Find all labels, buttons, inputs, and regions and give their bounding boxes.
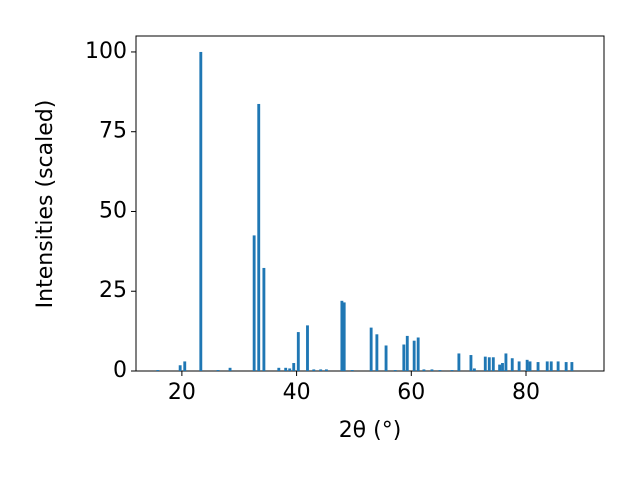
bar	[556, 361, 560, 371]
y-tick-label: 100	[85, 39, 127, 64]
x-axis-label: 2θ (°)	[339, 418, 402, 443]
bar	[284, 367, 288, 371]
axes-frame	[135, 35, 605, 372]
bar	[472, 368, 476, 371]
x-tick-label: 40	[283, 380, 311, 405]
bar	[296, 332, 300, 371]
bar	[438, 370, 442, 371]
bar	[262, 267, 266, 371]
bar	[199, 51, 203, 371]
bar	[216, 370, 220, 371]
bar	[501, 363, 504, 371]
bar	[183, 361, 187, 371]
bar	[450, 370, 454, 371]
bar	[375, 334, 379, 371]
y-tick-label: 50	[99, 198, 127, 223]
bar	[498, 364, 502, 371]
bar	[564, 362, 568, 371]
bar	[405, 335, 409, 371]
bar	[536, 362, 540, 371]
bar	[504, 353, 508, 371]
bar	[324, 369, 328, 371]
bar	[252, 235, 256, 371]
y-tick-label: 75	[99, 119, 127, 144]
bar	[528, 361, 532, 371]
bar	[178, 365, 182, 371]
bar	[510, 358, 514, 371]
bar	[402, 344, 406, 371]
bar	[277, 367, 281, 371]
bar	[342, 302, 346, 371]
bar	[416, 337, 420, 371]
y-tick-label: 0	[113, 358, 127, 383]
bar	[525, 359, 529, 371]
bar	[570, 362, 574, 371]
bar	[156, 370, 160, 371]
y-tick-label: 25	[99, 278, 127, 303]
bar	[483, 356, 487, 371]
bar	[384, 345, 388, 371]
bar	[545, 361, 549, 371]
x-tick-label: 60	[397, 380, 425, 405]
bar	[517, 361, 521, 371]
bar	[457, 353, 461, 371]
bar	[430, 369, 434, 371]
bar	[340, 300, 344, 371]
bar	[412, 340, 416, 371]
bar	[288, 368, 292, 371]
bar	[228, 367, 232, 371]
bar	[487, 357, 491, 371]
bar	[292, 363, 296, 371]
bar	[422, 369, 426, 371]
bar	[306, 325, 309, 371]
x-tick-label: 80	[512, 380, 540, 405]
y-axis-label: Intensities (scaled)	[33, 100, 58, 309]
bar	[549, 361, 553, 371]
bar	[312, 369, 316, 371]
bar	[257, 103, 261, 371]
bar	[393, 370, 397, 371]
bar	[491, 357, 495, 371]
x-tick-label: 20	[168, 380, 196, 405]
bar	[319, 369, 323, 371]
bar	[369, 327, 373, 371]
bar	[469, 355, 473, 371]
bar	[350, 370, 354, 371]
